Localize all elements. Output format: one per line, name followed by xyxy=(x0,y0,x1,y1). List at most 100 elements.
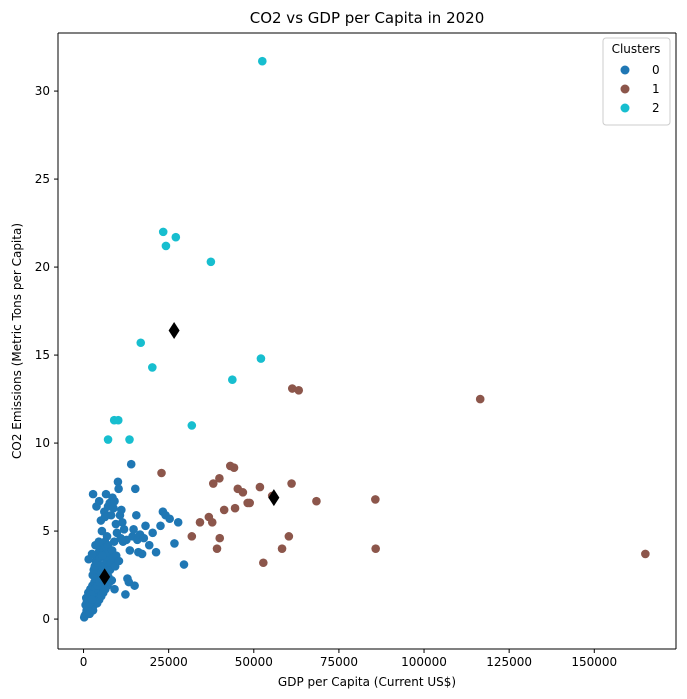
y-tick-label: 30 xyxy=(35,84,50,98)
data-point-cluster-0 xyxy=(87,549,97,559)
data-point-cluster-0 xyxy=(141,521,150,531)
data-point-cluster-0 xyxy=(94,537,104,546)
y-tick-label: 5 xyxy=(42,524,50,538)
data-point-cluster-1 xyxy=(371,544,380,553)
data-point-cluster-1 xyxy=(287,384,297,393)
x-tick-label: 25000 xyxy=(150,655,188,669)
data-point-cluster-0 xyxy=(148,528,157,538)
data-point-cluster-0 xyxy=(94,496,104,506)
data-point-cluster-0 xyxy=(137,549,147,559)
data-point-cluster-1 xyxy=(287,479,296,488)
x-tick-label: 50000 xyxy=(235,655,273,669)
legend-marker-1 xyxy=(620,84,630,94)
legend-marker-0 xyxy=(620,65,630,75)
data-point-cluster-0 xyxy=(126,459,136,469)
data-point-cluster-0 xyxy=(110,496,119,506)
data-point-cluster-2 xyxy=(187,421,197,430)
data-point-cluster-0 xyxy=(165,514,174,524)
cluster-centroid-marker xyxy=(268,489,280,507)
data-point-cluster-1 xyxy=(215,473,224,483)
data-point-cluster-1 xyxy=(230,503,240,513)
data-point-cluster-0 xyxy=(110,584,119,594)
data-point-cluster-0 xyxy=(170,539,179,548)
data-point-cluster-0 xyxy=(130,484,140,494)
data-point-cluster-1 xyxy=(219,505,229,515)
data-point-cluster-0 xyxy=(114,556,124,566)
data-point-cluster-0 xyxy=(109,503,118,513)
legend-label-2: 2 xyxy=(652,101,660,115)
data-point-cluster-0 xyxy=(113,477,123,487)
legend-title: Clusters xyxy=(612,42,661,56)
data-point-cluster-0 xyxy=(173,517,183,527)
legend-label-1: 1 xyxy=(652,82,660,96)
x-tick-label: 0 xyxy=(80,655,88,669)
data-point-cluster-1 xyxy=(245,498,254,508)
axes-frame xyxy=(57,32,677,650)
y-tick-label: 20 xyxy=(35,260,50,274)
legend-entries: 0 1 2 xyxy=(620,63,660,115)
data-point-cluster-1 xyxy=(641,549,650,559)
data-point-cluster-1 xyxy=(208,479,218,488)
legend-marker-2 xyxy=(620,103,630,113)
data-point-cluster-1 xyxy=(312,496,321,506)
y-axis-ticks: 0 5 10 15 20 25 30 xyxy=(35,84,58,626)
data-point-cluster-0 xyxy=(97,526,107,536)
data-point-cluster-1 xyxy=(475,394,485,404)
legend-box xyxy=(602,37,671,126)
x-tick-label: 75000 xyxy=(320,655,358,669)
data-point-cluster-1 xyxy=(277,544,287,553)
data-point-cluster-0 xyxy=(106,510,116,520)
data-point-cluster-0 xyxy=(121,590,130,599)
chart-title: CO2 vs GDP per Capita in 2020 xyxy=(250,9,485,27)
data-point-cluster-1 xyxy=(238,488,248,497)
data-point-cluster-0 xyxy=(144,540,154,550)
data-point-cluster-2 xyxy=(257,56,267,66)
data-point-cluster-0 xyxy=(132,510,141,520)
data-point-cluster-1 xyxy=(187,532,197,541)
points-layer xyxy=(79,56,650,622)
data-point-cluster-2 xyxy=(158,227,168,237)
data-point-cluster-1 xyxy=(259,558,268,568)
data-point-cluster-2 xyxy=(171,232,181,242)
data-point-cluster-0 xyxy=(88,489,98,499)
data-point-cluster-0 xyxy=(151,547,161,557)
y-axis-label: CO2 Emissions (Metric Tons per Capita) xyxy=(10,223,24,459)
data-point-cluster-0 xyxy=(116,533,125,543)
data-point-cluster-1 xyxy=(215,533,225,543)
data-point-cluster-1 xyxy=(294,385,304,395)
x-tick-label: 150000 xyxy=(571,655,617,669)
data-point-cluster-0 xyxy=(114,484,123,494)
x-tick-label: 100000 xyxy=(401,655,447,669)
data-point-cluster-2 xyxy=(113,415,123,425)
centroids-layer xyxy=(99,321,280,586)
data-point-cluster-0 xyxy=(130,581,139,590)
data-point-cluster-0 xyxy=(118,517,127,527)
legend-label-0: 0 xyxy=(652,63,660,77)
x-axis-ticks: 0 25000 50000 75000 100000 125000 150000 xyxy=(80,649,617,669)
data-point-cluster-0 xyxy=(139,533,149,543)
data-point-cluster-0 xyxy=(111,519,121,529)
data-point-cluster-2 xyxy=(125,435,134,444)
data-point-cluster-0 xyxy=(125,546,135,555)
data-point-cluster-0 xyxy=(87,595,97,605)
data-point-cluster-0 xyxy=(129,525,138,534)
legend: Clusters 0 1 2 xyxy=(602,37,671,126)
data-point-cluster-1 xyxy=(212,544,222,553)
data-point-cluster-0 xyxy=(107,576,117,585)
data-point-cluster-0 xyxy=(117,505,126,515)
y-tick-label: 25 xyxy=(35,172,50,186)
x-tick-label: 125000 xyxy=(486,655,532,669)
data-point-cluster-1 xyxy=(255,482,265,492)
data-point-cluster-1 xyxy=(284,532,294,541)
data-point-cluster-0 xyxy=(179,560,189,569)
cluster-centroid-marker xyxy=(99,568,111,586)
data-point-cluster-2 xyxy=(136,338,146,348)
data-point-cluster-0 xyxy=(102,532,112,541)
data-point-cluster-2 xyxy=(103,435,113,444)
y-tick-label: 10 xyxy=(35,436,50,450)
data-point-cluster-1 xyxy=(371,495,380,504)
data-point-cluster-0 xyxy=(97,551,107,561)
plot-area xyxy=(58,33,676,649)
data-point-cluster-0 xyxy=(101,489,111,499)
